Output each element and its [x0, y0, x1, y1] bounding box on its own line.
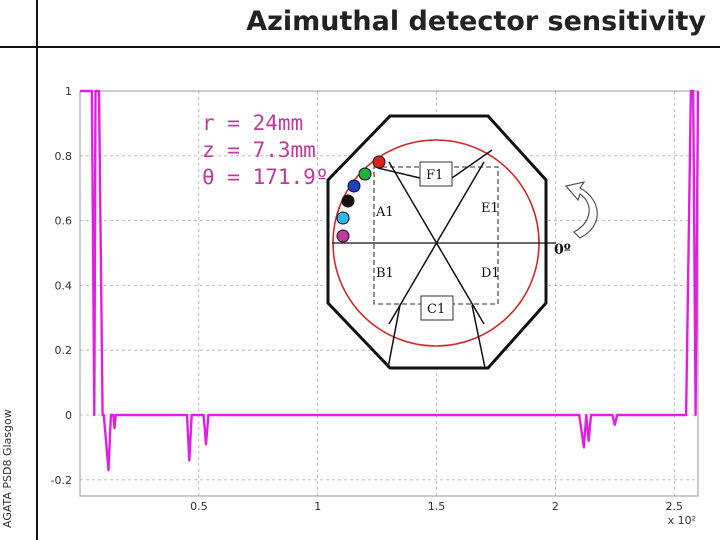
x-multiplier-label: x 10² [668, 514, 696, 527]
y-tick-label: 0.2 [55, 344, 73, 357]
segment-label-bg-f1 [419, 161, 453, 187]
segment-line-5 [377, 167, 421, 179]
detector-diagram: F1 A1 E1 B1 D1 C1 0º [326, 114, 598, 370]
x-tick-label: 1 [314, 500, 321, 513]
parameter-block: r = 24mm z = 7.3mm θ = 171.9º [202, 110, 328, 191]
marker-blue [347, 179, 361, 193]
param-theta: θ = 171.9º [202, 165, 329, 189]
marker-cyan [336, 211, 350, 225]
y-tick-label: -0.2 [51, 474, 72, 487]
param-depth: z = 7.3mm [202, 138, 316, 162]
rotation-arrow-icon [564, 181, 598, 239]
segment-label-c1: C1 [427, 302, 445, 317]
marker-red [372, 155, 386, 169]
y-tick-label: 0.4 [55, 279, 73, 292]
segment-line-4 [471, 304, 486, 369]
y-tick-label: 1 [65, 85, 72, 98]
segment-label-f1: F1 [426, 168, 443, 183]
param-radius: r = 24mm [202, 111, 304, 135]
x-tick-label: 2 [552, 500, 559, 513]
left-divider [36, 0, 38, 540]
segment-label-e1: E1 [481, 201, 499, 216]
segment-label-bg-c1 [420, 295, 454, 321]
series-traces [80, 89, 700, 472]
series-line-0 [80, 89, 700, 472]
x-tick-label: 0.5 [190, 500, 208, 513]
segment-line-6 [451, 149, 493, 179]
y-tick-label: 0.8 [55, 150, 73, 163]
marker-green [358, 167, 372, 181]
segment-label-d1: D1 [481, 266, 500, 281]
segment-line-3 [387, 304, 401, 369]
tick-labels: -0.2 0 0.2 0.4 0.6 0.8 1 0.5 1 1.5 2 2.5x 10² [51, 85, 696, 527]
plot-frame [79, 90, 699, 497]
y-tick-label: 0.6 [55, 215, 73, 228]
y-tick-label: 0 [65, 409, 72, 422]
segment-label-a1: A1 [375, 205, 394, 220]
x-tick-label: 2.5 [665, 500, 683, 513]
segment-line-2 [388, 161, 485, 325]
marker-black [341, 194, 355, 208]
axes [79, 90, 699, 497]
slide-title: Azimuthal detector sensitivity [246, 6, 706, 37]
marker-magenta [336, 229, 350, 243]
angle-label: 0º [554, 242, 571, 258]
x-tick-label: 1.5 [428, 500, 446, 513]
title-divider [0, 46, 720, 48]
segment-label-b1: B1 [376, 266, 394, 281]
